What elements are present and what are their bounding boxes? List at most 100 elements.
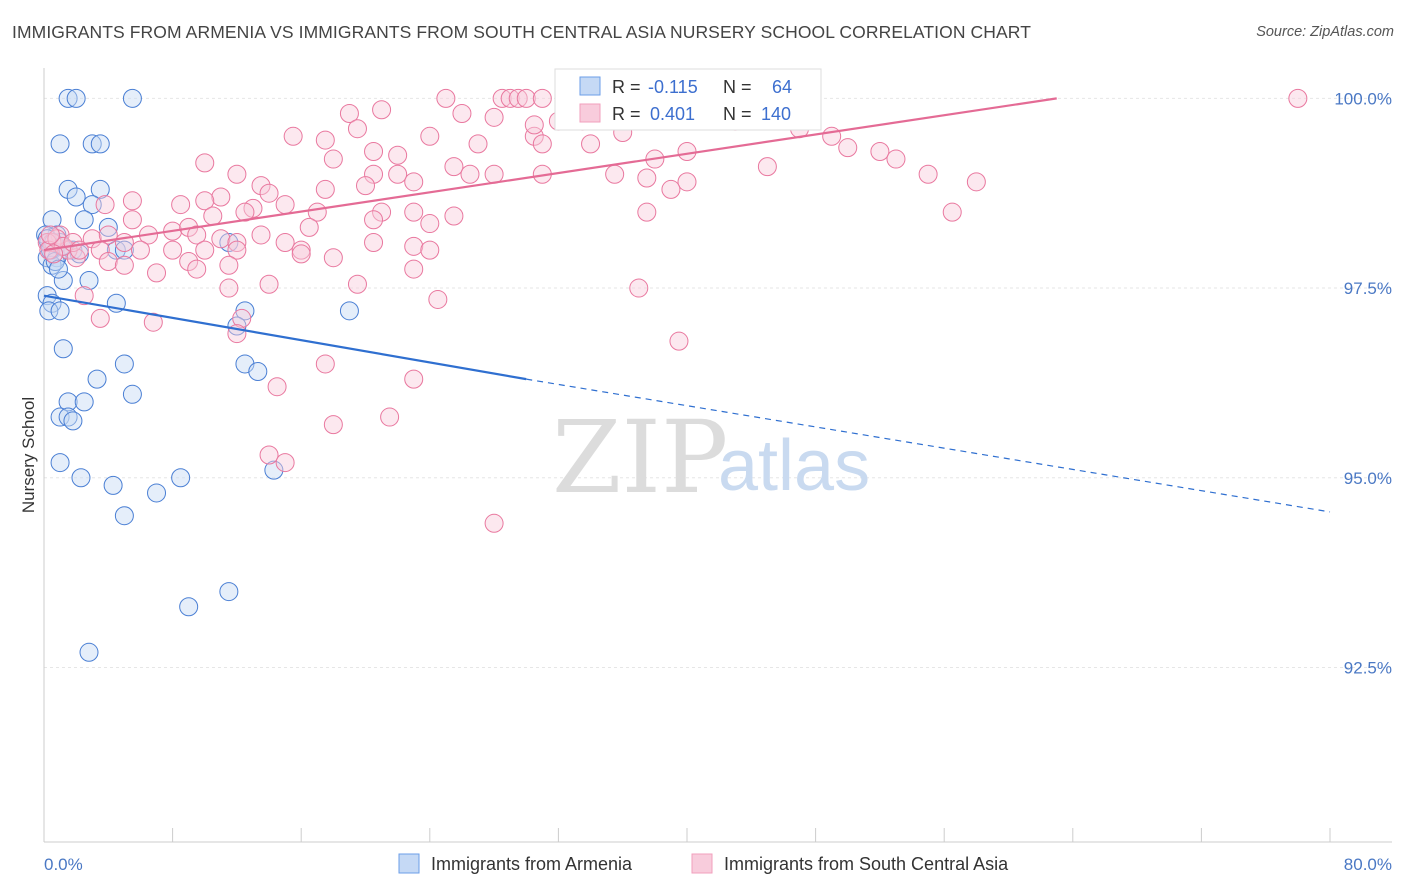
data-point — [677, 141, 697, 161]
data-point — [98, 252, 118, 271]
data-point — [195, 153, 215, 173]
x-tick-label: 80.0% — [1344, 855, 1392, 874]
series-0-points — [36, 88, 359, 662]
data-point — [58, 88, 78, 108]
data-point — [211, 229, 231, 249]
data-point — [404, 202, 424, 222]
data-point — [380, 407, 400, 427]
data-point — [147, 263, 167, 283]
data-point — [283, 126, 303, 146]
data-point — [39, 301, 59, 321]
data-point — [171, 468, 191, 488]
data-point — [918, 164, 938, 184]
data-point — [58, 179, 78, 199]
data-point — [143, 312, 163, 332]
data-point — [122, 210, 142, 230]
data-point — [492, 88, 512, 108]
data-point — [79, 270, 99, 290]
watermark-atlas: atlas — [718, 426, 870, 506]
chart-title: IMMIGRANTS FROM ARMENIA VS IMMIGRANTS FR… — [12, 22, 1032, 42]
data-point — [299, 217, 319, 237]
data-point — [508, 88, 528, 108]
data-point — [757, 157, 777, 177]
data-point — [323, 415, 343, 435]
data-point — [347, 274, 367, 294]
data-point — [404, 172, 424, 192]
data-point — [420, 214, 440, 234]
data-point — [103, 475, 123, 495]
data-point — [524, 115, 544, 135]
data-point — [235, 202, 255, 222]
data-point — [605, 164, 625, 184]
data-point — [179, 252, 199, 271]
data-point — [347, 119, 367, 139]
data-point — [339, 104, 359, 124]
data-point — [130, 240, 150, 260]
data-point — [942, 202, 962, 222]
data-point — [235, 301, 255, 321]
data-point — [219, 582, 239, 602]
data-point — [53, 339, 73, 359]
data-point — [82, 134, 102, 154]
data-point — [291, 244, 311, 264]
data-point — [50, 134, 70, 154]
data-point — [90, 179, 110, 199]
data-point — [460, 164, 480, 184]
data-point — [1288, 88, 1308, 108]
data-point — [315, 179, 335, 199]
data-point — [195, 191, 215, 211]
legend-label-sca: Immigrants from South Central Asia — [724, 854, 1009, 874]
stats-r-label-sca: R = — [612, 104, 641, 124]
stats-r-sca: 0.401 — [650, 104, 695, 124]
data-point — [468, 134, 488, 154]
watermark: ZIP atlas — [552, 399, 870, 516]
data-point — [404, 369, 424, 389]
data-point — [219, 278, 239, 298]
data-point — [364, 210, 384, 230]
scatter-points — [36, 88, 1308, 662]
data-point — [66, 187, 86, 207]
watermark-zip: ZIP — [552, 399, 728, 516]
data-point — [50, 407, 70, 427]
data-point — [87, 369, 107, 389]
data-point — [251, 225, 271, 245]
data-point — [74, 392, 94, 412]
data-point — [66, 248, 86, 268]
data-point — [227, 164, 247, 184]
data-point — [259, 445, 279, 465]
data-point — [45, 252, 65, 271]
data-point — [669, 331, 689, 351]
data-point — [428, 289, 448, 309]
tick-labels: 100.0% 97.5% 95.0% 92.5% 0.0% 80.0% — [44, 89, 1392, 874]
data-point — [364, 141, 384, 161]
data-point — [315, 354, 335, 374]
data-point — [114, 255, 134, 275]
data-point — [179, 597, 199, 617]
data-point — [171, 195, 191, 215]
data-point — [259, 274, 279, 294]
data-point — [63, 411, 83, 431]
data-point — [40, 225, 60, 245]
data-point — [203, 206, 223, 226]
stats-n-label-sca: N = — [723, 104, 752, 124]
data-point — [187, 225, 207, 245]
stats-n-label-armenia: N = — [723, 77, 752, 97]
data-point — [50, 453, 70, 473]
chart-source: Source: ZipAtlas.com — [1256, 24, 1394, 40]
data-point — [48, 259, 68, 279]
data-point — [323, 149, 343, 169]
data-point — [90, 134, 110, 154]
data-point — [71, 468, 91, 488]
data-point — [74, 286, 94, 306]
data-point — [444, 157, 464, 177]
data-point — [388, 145, 408, 165]
stats-swatch-armenia — [579, 76, 601, 96]
data-point — [500, 88, 520, 108]
legend-swatch-sca — [691, 853, 713, 874]
data-point — [227, 233, 247, 253]
stats-r-label-armenia: R = — [612, 77, 641, 97]
data-point — [37, 233, 57, 253]
data-point — [870, 141, 890, 161]
data-point — [677, 172, 697, 192]
data-point — [275, 195, 295, 215]
